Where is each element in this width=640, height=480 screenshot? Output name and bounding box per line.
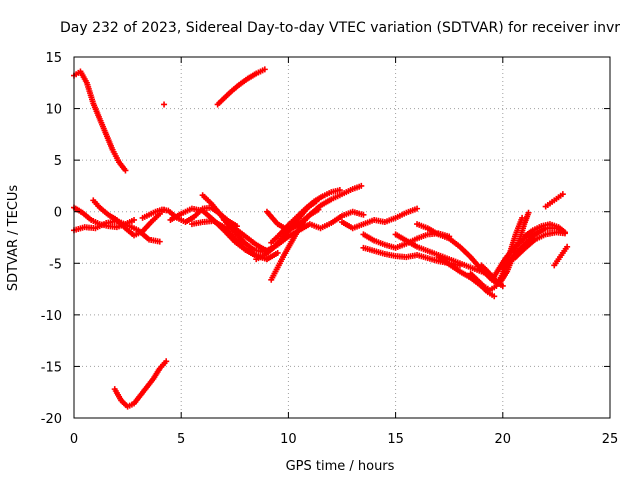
- series-arc-r: [339, 205, 421, 232]
- y-tick-label: 0: [54, 206, 62, 221]
- series-arc-a: [71, 68, 129, 174]
- data-point: [358, 182, 365, 189]
- series-arc-cc: [521, 221, 568, 240]
- chart-title: Day 232 of 2023, Sidereal Day-to-day VTE…: [60, 20, 620, 36]
- series-arc-c: [214, 66, 268, 108]
- x-tick-label: 20: [495, 432, 512, 447]
- x-tick-label: 15: [387, 432, 404, 447]
- series-point-d: [161, 101, 168, 108]
- data-point: [559, 191, 566, 198]
- data-point: [274, 249, 281, 256]
- y-tick-label: -15: [41, 360, 62, 375]
- series-arc-dd: [542, 191, 566, 210]
- data-point: [161, 101, 168, 108]
- series-arc-w: [435, 254, 498, 300]
- series-arc-g: [90, 197, 168, 239]
- axis-ticks: 0 5 10 15 20 25 -20 -15 -10 -5 0 5 10 15: [41, 51, 619, 447]
- y-tick-label: 5: [54, 154, 62, 169]
- x-tick-label: 5: [177, 432, 185, 447]
- data-point: [336, 187, 343, 194]
- series-arc-ee: [551, 243, 571, 269]
- data-series: [71, 66, 571, 410]
- data-point: [491, 293, 498, 300]
- data-point: [163, 358, 170, 365]
- data-point: [360, 211, 367, 218]
- data-point: [122, 167, 129, 174]
- y-tick-label: 10: [45, 103, 62, 118]
- y-axis-label: SDTVAR / TECUs: [6, 185, 21, 292]
- data-point: [499, 282, 506, 289]
- y-tick-label: -20: [41, 412, 62, 427]
- data-point: [261, 66, 268, 73]
- grid: [74, 57, 610, 418]
- series-arc-p: [268, 187, 343, 246]
- data-point: [525, 209, 532, 216]
- y-tick-label: -5: [49, 257, 62, 272]
- data-point: [561, 229, 568, 236]
- x-tick-label: 25: [602, 432, 619, 447]
- data-point: [156, 238, 163, 245]
- series-arc-u: [392, 231, 496, 279]
- series-arc-y: [478, 209, 532, 285]
- y-tick-label: 15: [45, 51, 62, 66]
- data-point: [414, 205, 421, 212]
- data-point: [564, 243, 571, 250]
- x-tick-label: 0: [70, 432, 78, 447]
- series-arc-bb: [510, 229, 568, 263]
- series-arc-j: [188, 217, 281, 263]
- series-arc-b: [111, 358, 170, 410]
- x-axis-label: GPS time / hours: [286, 459, 395, 474]
- plot-frame: [73, 56, 611, 419]
- data-point: [131, 216, 138, 223]
- y-tick-label: -10: [41, 309, 62, 324]
- x-tick-label: 10: [280, 432, 297, 447]
- series-arc-q: [285, 208, 367, 240]
